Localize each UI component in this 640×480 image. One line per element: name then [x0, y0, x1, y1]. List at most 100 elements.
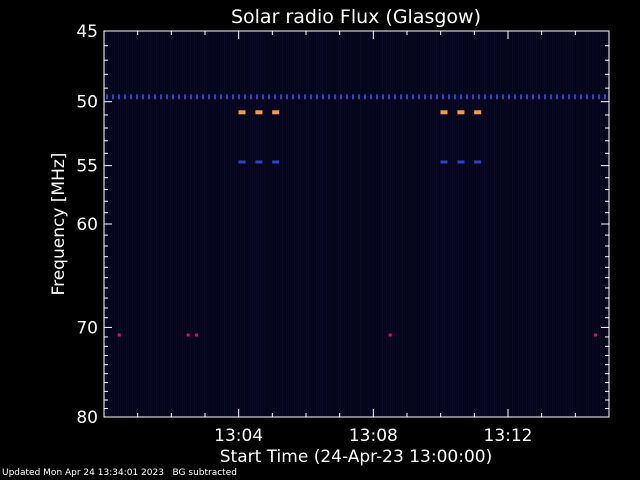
background-noise	[104, 31, 609, 417]
noise-streak	[198, 31, 199, 417]
band-mark	[604, 94, 606, 100]
noise-streak	[442, 31, 443, 417]
noise-streak	[144, 31, 145, 417]
noise-streak	[564, 31, 565, 417]
noise-streak	[504, 31, 505, 417]
x-axis-label: Start Time (24-Apr-23 13:00:00)	[220, 447, 492, 467]
noise-streak	[540, 31, 541, 417]
band-mark	[148, 94, 150, 100]
band-mark	[502, 94, 504, 100]
band-mark	[358, 94, 360, 100]
band-mark	[298, 94, 300, 100]
noise-streak	[280, 31, 281, 417]
noise-streak	[538, 31, 539, 417]
band-mark	[514, 94, 516, 100]
signal-spot	[186, 333, 190, 337]
noise-streak	[566, 31, 567, 417]
noise-streak	[174, 31, 175, 417]
noise-streak	[384, 31, 385, 417]
noise-streak	[132, 31, 133, 417]
band-mark	[160, 94, 162, 100]
noise-streak	[582, 31, 583, 417]
noise-streak	[218, 31, 219, 417]
noise-streak	[240, 31, 241, 417]
noise-streak	[320, 31, 321, 417]
noise-streak	[200, 31, 201, 417]
noise-streak	[472, 31, 473, 417]
band-mark	[130, 94, 132, 100]
noise-streak	[156, 31, 157, 417]
noise-streak	[192, 31, 193, 417]
noise-streak	[508, 31, 509, 417]
noise-streak	[244, 31, 245, 417]
noise-streak	[162, 31, 163, 417]
band-mark	[136, 94, 138, 100]
noise-streak	[584, 31, 585, 417]
noise-streak	[510, 31, 511, 417]
band-mark	[220, 94, 222, 100]
band-mark	[178, 94, 180, 100]
noise-streak	[148, 31, 149, 417]
noise-streak	[204, 31, 205, 417]
noise-streak	[160, 31, 161, 417]
noise-streak	[222, 31, 223, 417]
band-mark	[388, 94, 390, 100]
noise-streak	[534, 31, 535, 417]
noise-streak	[262, 31, 263, 417]
noise-streak	[116, 31, 117, 417]
noise-streak	[488, 31, 489, 417]
noise-streak	[502, 31, 503, 417]
band-mark	[352, 94, 354, 100]
band-mark	[568, 94, 570, 100]
noise-streak	[364, 31, 365, 417]
band-mark	[400, 94, 402, 100]
noise-streak	[206, 31, 207, 417]
noise-streak	[202, 31, 203, 417]
band-mark	[448, 94, 450, 100]
noise-streak	[258, 31, 259, 417]
noise-streak	[392, 31, 393, 417]
noise-streak	[138, 31, 139, 417]
noise-streak	[382, 31, 383, 417]
band-mark	[154, 94, 156, 100]
noise-streak	[418, 31, 419, 417]
band-mark	[112, 94, 114, 100]
noise-streak	[596, 31, 597, 417]
noise-streak	[288, 31, 289, 417]
noise-streak	[578, 31, 579, 417]
noise-streak	[542, 31, 543, 417]
signal-marks	[106, 94, 606, 337]
noise-streak	[468, 31, 469, 417]
noise-streak	[594, 31, 595, 417]
noise-streak	[496, 31, 497, 417]
noise-streak	[550, 31, 551, 417]
noise-streak	[310, 31, 311, 417]
bg-note: BG subtracted	[172, 468, 237, 478]
noise-streak	[242, 31, 243, 417]
noise-streak	[588, 31, 589, 417]
noise-streak	[248, 31, 249, 417]
noise-streak	[516, 31, 517, 417]
noise-streak	[370, 31, 371, 417]
noise-streak	[236, 31, 237, 417]
band-mark	[292, 94, 294, 100]
band-mark	[268, 94, 270, 100]
band-mark	[118, 94, 120, 100]
band-mark	[208, 94, 210, 100]
band-mark	[316, 94, 318, 100]
noise-streak	[350, 31, 351, 417]
noise-streak	[334, 31, 335, 417]
noise-streak	[454, 31, 455, 417]
signal-spot	[388, 333, 392, 337]
noise-streak	[286, 31, 287, 417]
noise-streak	[480, 31, 481, 417]
noise-streak	[296, 31, 297, 417]
noise-streak	[268, 31, 269, 417]
noise-streak	[470, 31, 471, 417]
noise-streak	[492, 31, 493, 417]
noise-streak	[150, 31, 151, 417]
noise-streak	[482, 31, 483, 417]
band-mark	[592, 94, 594, 100]
noise-streak	[486, 31, 487, 417]
noise-streak	[478, 31, 479, 417]
